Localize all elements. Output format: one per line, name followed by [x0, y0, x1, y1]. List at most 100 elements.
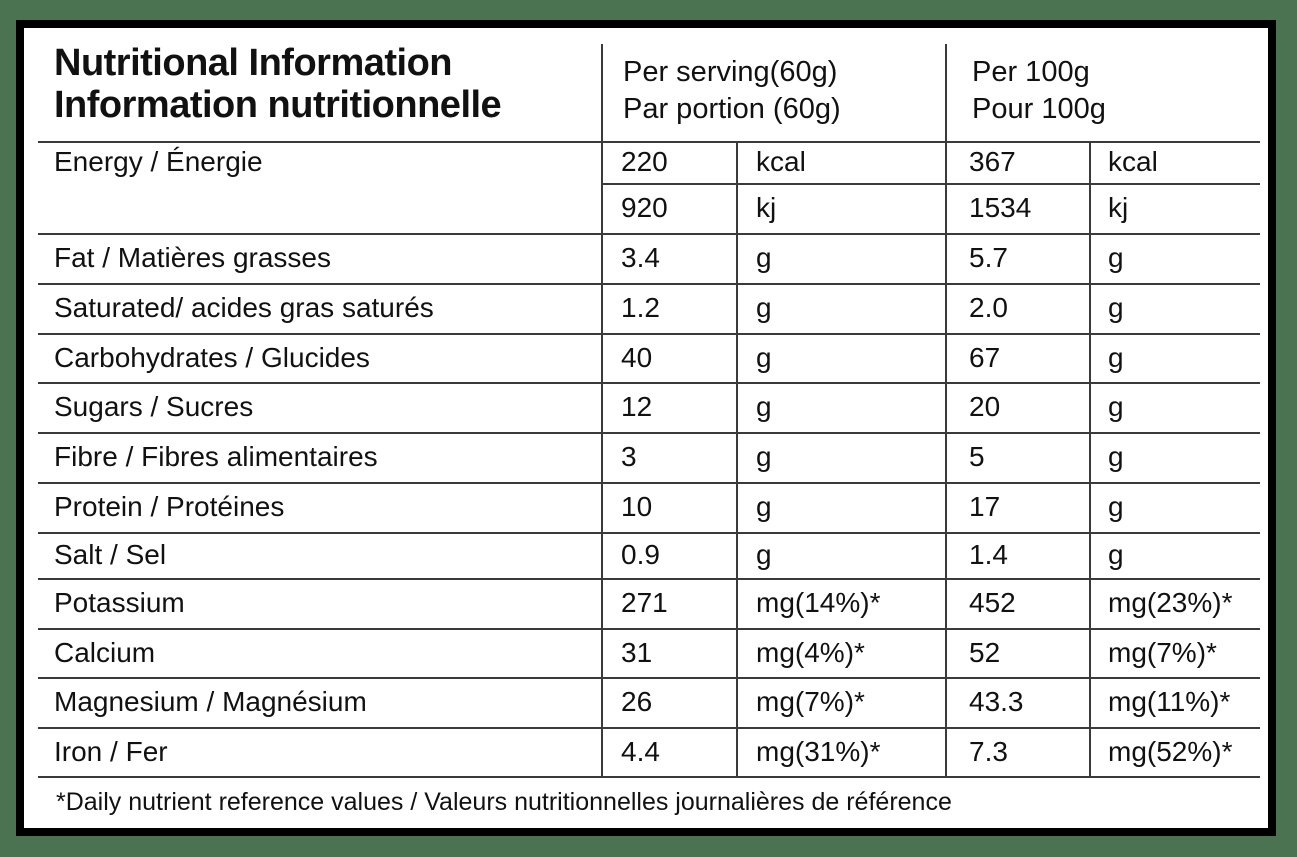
nutrition-label-card: Nutritional Information Information nutr… [16, 20, 1276, 836]
serving-value: 10 [621, 491, 653, 522]
divider-header-bottom [38, 141, 1260, 143]
serving-value: 26 [621, 686, 653, 717]
serving-unit: mg(31%)* [756, 735, 881, 767]
serving-value: 1.2 [621, 292, 660, 323]
row-label: Fibre / Fibres alimentaires [54, 441, 378, 472]
table-row-energy-kj: 920 kj 1534 kj [24, 183, 1268, 233]
energy-label: Energy / Énergie [54, 146, 263, 177]
per100-unit: mg(52%)* [1108, 735, 1233, 767]
table-row-calcium: Calcium 31 mg(4%)* 52 mg(7%)* [24, 628, 1268, 677]
energy-kj-per100-value: 1534 [969, 192, 1032, 223]
per100-unit: mg(7%)* [1108, 636, 1217, 668]
per-serving-english: Per serving(60g) [623, 56, 838, 88]
serving-unit: g [756, 341, 772, 373]
energy-kj-serving-unit: kj [756, 192, 777, 223]
table-row-energy-kcal: 220 kcal 367 kcal [24, 141, 1268, 183]
footnote-daily-reference: *Daily nutrient reference values / Valeu… [56, 787, 952, 816]
energy-kcal-serving-value: 220 [621, 146, 668, 177]
per100-unit: g [1108, 341, 1124, 373]
per100-value: 2.0 [969, 292, 1008, 323]
per100-unit: g [1108, 539, 1124, 570]
serving-unit: mg(14%)* [756, 587, 881, 618]
divider-row [38, 432, 1260, 434]
per100-value: 20 [969, 391, 1001, 422]
table-row-sugars: Sugars / Sucres 12 g 20 g [24, 382, 1268, 432]
column-header-per-100g: Per 100g Pour 100g [972, 54, 1106, 128]
row-label: Potassium [54, 587, 185, 618]
table-row-magnesium: Magnesium / Magnésium 26 mg(7%)* 43.3 mg… [24, 677, 1268, 727]
per100-value: 43.3 [969, 686, 1024, 717]
serving-unit: g [756, 391, 772, 422]
serving-value: 40 [621, 341, 653, 373]
divider-row [38, 382, 1260, 384]
serving-unit: mg(7%)* [756, 686, 865, 717]
energy-kj-per100-unit: kj [1108, 192, 1129, 223]
serving-value: 31 [621, 636, 653, 668]
row-label: Protein / Protéines [54, 491, 285, 522]
table-row-energy: Energy / Énergie [24, 141, 1268, 233]
energy-kj-serving-value: 920 [621, 192, 668, 223]
row-label: Fat / Matières grasses [54, 242, 331, 273]
per100-value: 1.4 [969, 539, 1008, 570]
divider-row [38, 482, 1260, 484]
table-row-salt: Salt / Sel 0.9 g 1.4 g [24, 532, 1268, 578]
row-label: Carbohydrates / Glucides [54, 341, 370, 373]
divider-row [38, 628, 1260, 630]
per100-unit: g [1108, 441, 1124, 472]
per100-unit: g [1108, 391, 1124, 422]
per100-unit: mg(11%)* [1108, 686, 1231, 717]
per100-unit: g [1108, 491, 1124, 522]
divider-col-100g-unit [1089, 141, 1091, 778]
divider-row [38, 727, 1260, 729]
divider-col-label-serving [601, 44, 603, 778]
table-row-carbohydrates: Carbohydrates / Glucides 40 g 67 g [24, 333, 1268, 382]
serving-unit: g [756, 539, 772, 570]
divider-row [38, 532, 1260, 534]
table-row-fat: Fat / Matières grasses 3.4 g 5.7 g [24, 233, 1268, 283]
per100-value: 52 [969, 636, 1001, 668]
divider-col-serving-unit [736, 141, 738, 778]
per100-unit: mg(23%)* [1108, 587, 1233, 618]
divider-table-bottom [38, 776, 1260, 778]
divider-row [38, 283, 1260, 285]
table-row-iron: Iron / Fer 4.4 mg(31%)* 7.3 mg(52%)* [24, 727, 1268, 776]
serving-unit: mg(4%)* [756, 636, 865, 668]
table-row-protein: Protein / Protéines 10 g 17 g [24, 482, 1268, 532]
row-label: Iron / Fer [54, 735, 168, 767]
energy-kcal-per100-unit: kcal [1108, 146, 1158, 177]
table-row-saturated: Saturated/ acides gras saturés 1.2 g 2.0… [24, 283, 1268, 333]
per100-unit: g [1108, 242, 1124, 273]
per100-unit: g [1108, 292, 1124, 323]
title-english: Nutritional Information [54, 42, 453, 84]
serving-value: 12 [621, 391, 653, 422]
divider-energy-sub [601, 183, 1260, 185]
per100-value: 17 [969, 491, 1001, 522]
per100-value: 5.7 [969, 242, 1008, 273]
energy-kcal-serving-unit: kcal [756, 146, 806, 177]
table-row-potassium: Potassium 271 mg(14%)* 452 mg(23%)* [24, 578, 1268, 628]
divider-row [38, 578, 1260, 580]
serving-value: 0.9 [621, 539, 660, 570]
serving-value: 271 [621, 587, 668, 618]
serving-value: 3.4 [621, 242, 660, 273]
serving-unit: g [756, 242, 772, 273]
page-title: Nutritional Information Information nutr… [54, 42, 502, 126]
serving-unit: g [756, 292, 772, 323]
per100-value: 5 [969, 441, 985, 472]
row-label: Saturated/ acides gras saturés [54, 292, 434, 323]
energy-kcal-per100-value: 367 [969, 146, 1016, 177]
row-label: Salt / Sel [54, 539, 167, 570]
per-100g-english: Per 100g [972, 56, 1090, 88]
divider-row [38, 677, 1260, 679]
per100-value: 7.3 [969, 735, 1008, 767]
serving-unit: g [756, 491, 772, 522]
per-serving-french: Par portion (60g) [623, 93, 841, 125]
column-header-per-serving: Per serving(60g) Par portion (60g) [623, 54, 841, 128]
row-label: Calcium [54, 636, 156, 668]
per100-value: 67 [969, 341, 1001, 373]
table-area: Nutritional Information Information nutr… [24, 28, 1268, 828]
serving-unit: g [756, 441, 772, 472]
divider-row [38, 233, 1260, 235]
serving-value: 4.4 [621, 735, 660, 767]
table-row-fibre: Fibre / Fibres alimentaires 3 g 5 g [24, 432, 1268, 482]
